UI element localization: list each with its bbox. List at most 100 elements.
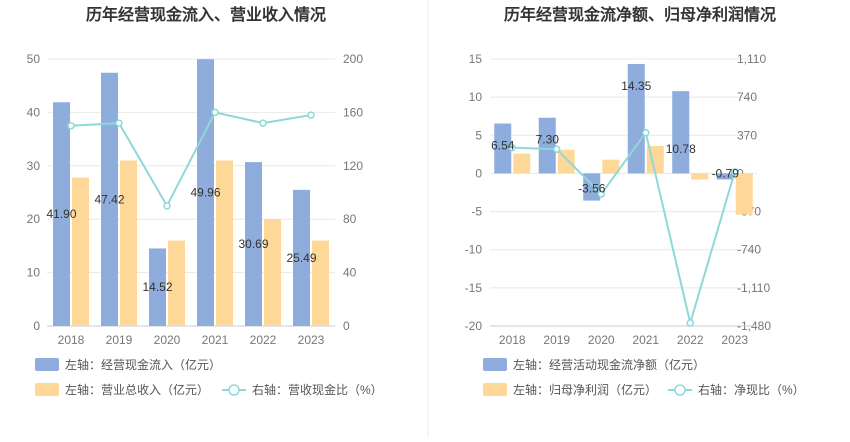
cash-inflow-revenue-chart: 历年经营现金流入、营业收入情况 0 10 20 30 40 50 0 40 80 120 160 200… [27,5,383,397]
bar-data-label: 41.90 [46,207,76,221]
secondary-bar [735,173,753,215]
ratio-line-point [307,111,315,119]
primary-bar [293,189,310,326]
right-axis-tick-label: 120 [343,159,363,173]
legend-label: 右轴：营收现金比（%） [252,382,383,397]
chart-title: 历年经营现金流入、营业收入情况 [86,5,326,24]
legend-label: 左轴：归母净利润（亿元） [513,382,657,397]
bar-data-label: 10.78 [666,142,696,156]
x-axis-tick-label: 2020 [154,333,181,347]
ratio-line-point [553,145,561,153]
ratio-line-point [211,108,219,117]
primary-bar [101,72,118,327]
bar-data-label: 14.52 [142,280,172,294]
right-axis-tick-label: 1,110 [737,52,766,66]
bar-data-label: -3.56 [578,182,606,196]
ratio-line-point [597,190,605,198]
x-axis-tick-label: 2018 [499,333,526,347]
right-axis-tick-label: 740 [737,90,757,104]
x-axis-tick-label: 2019 [543,333,570,347]
secondary-bar [602,159,620,174]
left-axis-tick-label: 20 [27,212,41,226]
legend-line-marker [674,384,686,396]
primary-bar [149,248,166,326]
bar-data-label: 30.69 [238,237,268,251]
secondary-bar [513,153,531,174]
x-axis-tick-label: 2018 [58,333,85,347]
ratio-line [70,111,312,208]
left-axis-tick-label: -15 [465,281,483,295]
right-axis-tick-label: 80 [343,212,357,226]
chart-title: 历年经营现金流净额、归母净利润情况 [504,5,776,24]
left-axis-tick-label: 30 [27,159,41,173]
ratio-line-point [115,119,123,127]
secondary-bar [264,219,281,326]
right-axis-tick-label: 0 [343,319,350,333]
bar-data-label: -0.79 [712,166,740,180]
ratio-line [512,130,736,327]
legend-label: 左轴：经营现金流入（亿元） [65,357,221,372]
left-axis-tick-label: -20 [465,319,483,333]
x-axis-tick-label: 2022 [677,333,704,347]
bar-data-label: 6.54 [491,139,515,153]
left-axis-tick-label: 0 [475,166,482,180]
secondary-bar [216,160,233,326]
right-axis-tick-label: 40 [343,266,357,280]
ratio-line-point [67,122,75,130]
cash-netflow-profit-chart: 历年经营现金流净额、归母净利润情况-20-15-10-5051015-1,480… [465,5,805,397]
primary-bar [716,173,734,180]
legend-swatch [35,358,59,371]
legend-swatch [483,358,507,371]
secondary-bar [72,177,89,326]
bar-data-label: 7.30 [536,133,560,147]
legend-label: 右轴：净现比（%） [698,382,805,397]
ratio-line-point [642,128,650,137]
primary-bar [245,162,262,326]
x-axis-tick-label: 2021 [632,333,659,347]
legend-label: 左轴：经营活动现金流净额（亿元） [513,357,705,372]
secondary-bar [312,240,329,326]
ratio-line-point [731,168,739,176]
right-axis-tick-label: 370 [737,128,757,142]
bar-data-label: 14.35 [621,79,651,93]
left-axis-tick-label: 40 [27,105,41,119]
x-axis-tick-label: 2021 [202,333,229,347]
secondary-bar [691,173,709,180]
primary-bar [538,117,556,174]
x-axis-tick-label: 2020 [588,333,615,347]
left-axis-tick-label: 10 [27,266,41,280]
right-axis-tick-label: -740 [737,243,761,257]
ratio-line-point [508,143,516,152]
secondary-bar [168,240,185,326]
bar-data-label: 25.49 [286,251,316,265]
primary-bar [53,102,70,326]
ratio-line-point [259,119,267,127]
left-axis-tick-label: 15 [469,52,483,66]
primary-bar [672,91,690,174]
left-axis-tick-label: -10 [465,243,483,257]
x-axis-tick-label: 2023 [721,333,748,347]
right-axis-tick-label: 200 [343,52,363,66]
legend-line-marker [228,384,240,396]
left-axis-tick-label: 10 [469,90,483,104]
legend-label: 左轴：营业总收入（亿元） [65,382,209,397]
left-axis-tick-label: 5 [475,128,482,142]
x-axis-tick-label: 2023 [298,333,325,347]
bar-data-label: 47.42 [94,192,124,206]
left-axis-tick-label: -5 [471,205,482,219]
secondary-bar [120,160,137,326]
legend-swatch [483,383,507,396]
primary-bar [627,63,645,174]
right-axis-tick-label: -1,110 [737,281,770,295]
x-axis-tick-label: 2019 [106,333,133,347]
left-axis-tick-label: 0 [33,319,40,333]
bar-data-label: 49.96 [190,186,220,200]
primary-bar [494,123,512,174]
x-axis-tick-label: 2022 [250,333,277,347]
right-axis-tick-label: 160 [343,105,363,119]
left-axis-tick-label: 50 [27,52,41,66]
ratio-line-point [163,202,171,210]
legend-swatch [35,383,59,396]
primary-bar [197,59,214,327]
